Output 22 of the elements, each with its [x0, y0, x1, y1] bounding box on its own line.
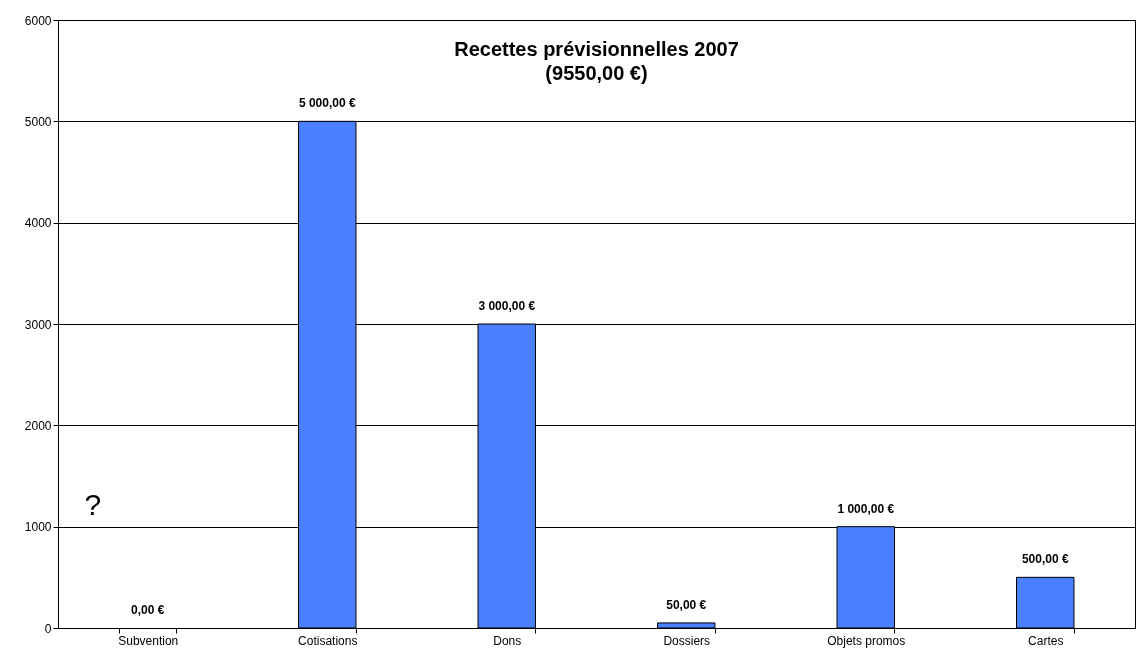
data-label: 500,00 €: [1021, 552, 1069, 567]
data-label: 0,00 €: [131, 603, 165, 617]
x-tick-label: Cotisations: [298, 633, 358, 648]
text: (9550,00 €): [545, 62, 648, 84]
data-label: 50,00 €: [666, 597, 707, 612]
x-tick-label: Subvention: [118, 633, 179, 648]
y-tick-label: 2000: [24, 418, 52, 433]
x-tick-label: Objets promos: [827, 633, 906, 648]
y-tick-label: 0: [44, 621, 52, 636]
text: Recettes prévisionnelles 2007: [454, 38, 739, 60]
annotation: ?: [84, 488, 102, 522]
data-label: 5 000,00 €: [298, 96, 356, 111]
x-tick-label: Cartes: [1028, 633, 1064, 648]
y-tick-label: 5000: [24, 114, 52, 129]
y-tick-label: 1000: [24, 520, 52, 535]
data-label: 3 000,00 €: [478, 299, 536, 313]
y-tick-label: 6000: [24, 13, 52, 28]
data-label: 1 000,00 €: [837, 501, 895, 516]
x-tick-label: Dossiers: [663, 633, 711, 648]
y-tick-label: 3000: [24, 317, 52, 332]
x-tick-label: Dons: [493, 633, 522, 648]
y-tick-label: 4000: [24, 216, 52, 231]
